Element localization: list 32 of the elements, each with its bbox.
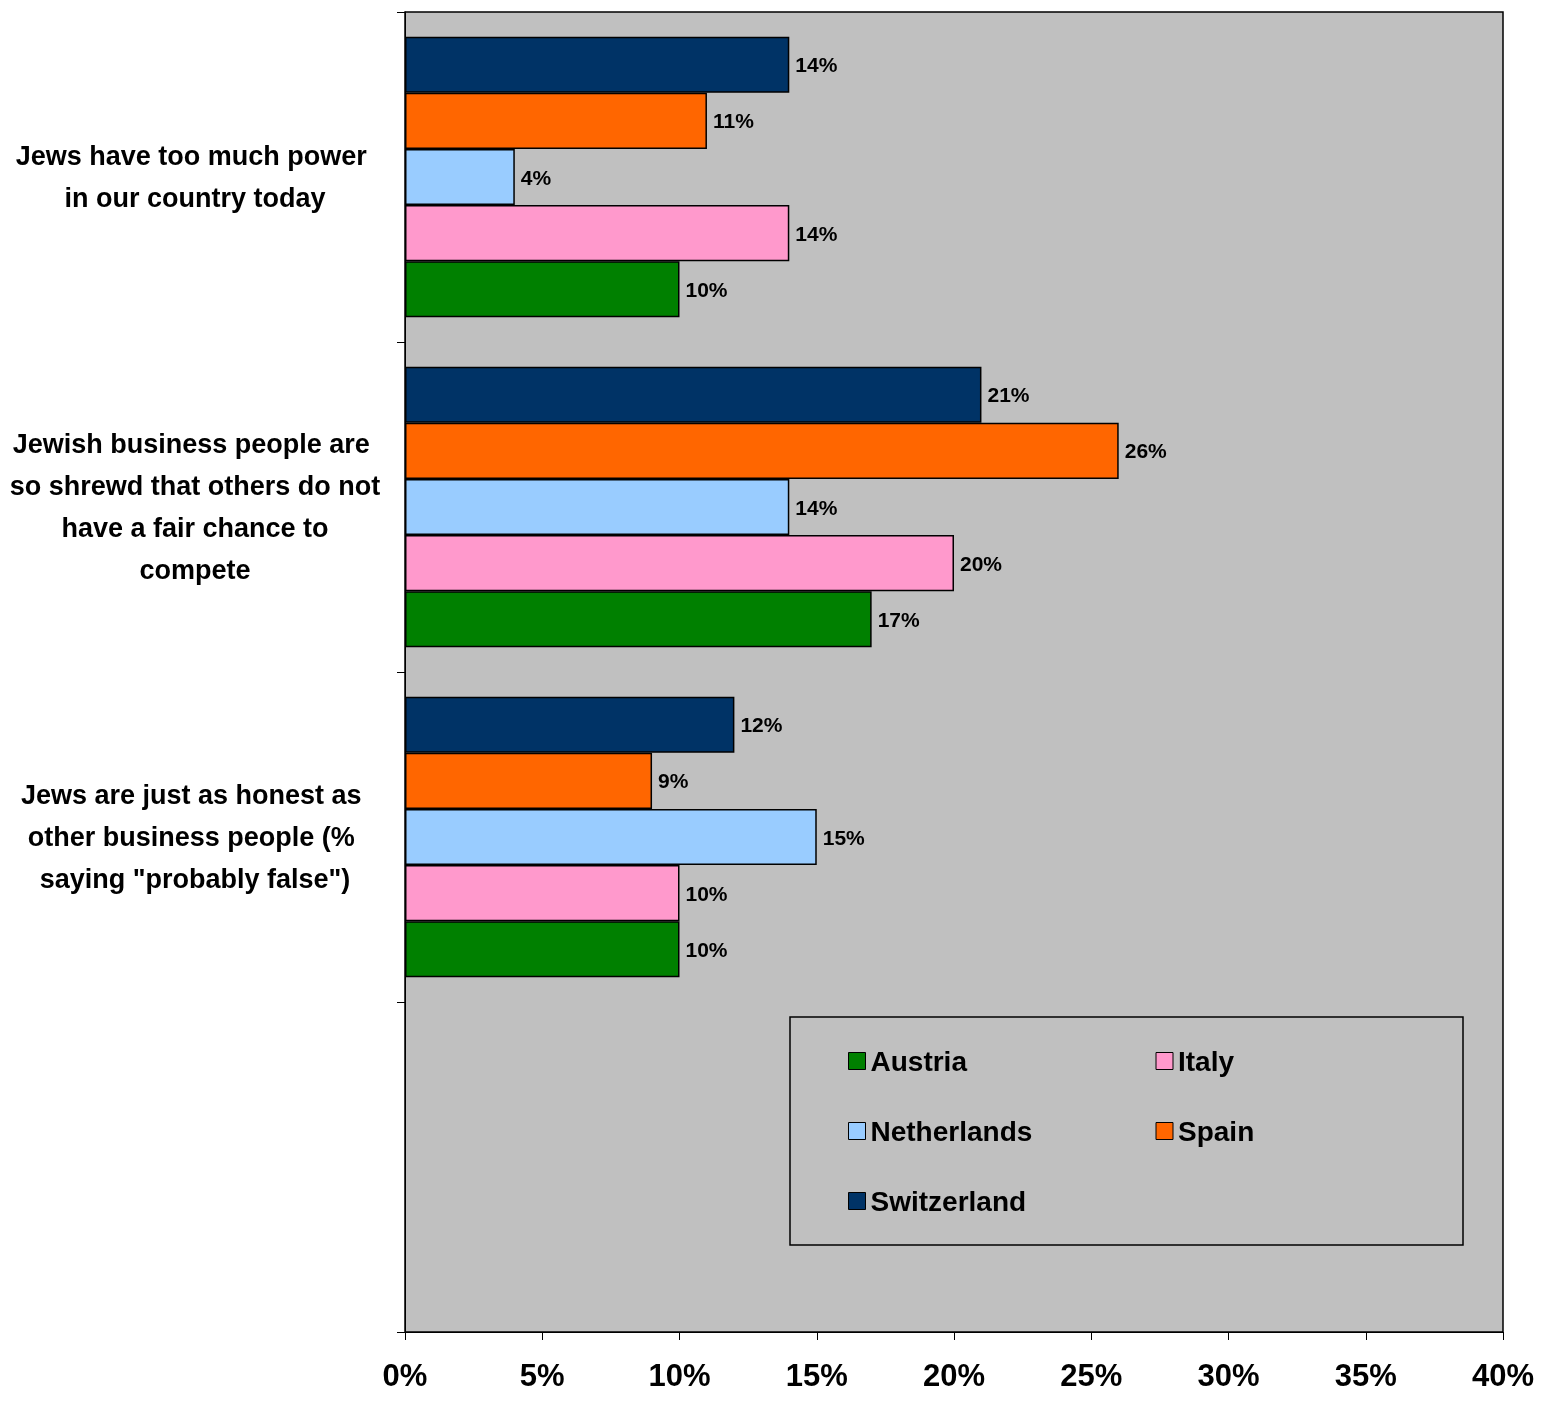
data-label: 14% — [795, 53, 838, 77]
data-label: 20% — [960, 551, 1003, 575]
legend-label: Spain — [1178, 1115, 1255, 1147]
data-label: 10% — [685, 277, 728, 301]
data-label: 10% — [685, 937, 728, 961]
data-label: 11% — [712, 109, 755, 133]
x-tick-label: 25% — [1060, 1358, 1123, 1393]
x-tick-label: 10% — [648, 1358, 711, 1393]
legend-label: Netherlands — [870, 1115, 1033, 1147]
y-tick-label: Jews have too much power in our country today — [15, 141, 375, 213]
legend-label: Switzerland — [870, 1185, 1027, 1217]
legend-label: Austria — [870, 1045, 968, 1077]
x-tick-label: 40% — [1471, 1358, 1535, 1393]
data-label: 26% — [1124, 439, 1168, 463]
x-tick-label: 20% — [922, 1358, 986, 1393]
x-tick-label: 5% — [519, 1358, 565, 1393]
data-label: 10% — [685, 881, 728, 905]
legend-label: Italy — [1178, 1045, 1235, 1077]
data-label: 4% — [520, 165, 552, 189]
data-label: 14% — [795, 495, 838, 519]
x-tick-label: 35% — [1334, 1358, 1397, 1393]
data-label: 17% — [877, 607, 921, 631]
x-tick-label: 15% — [785, 1358, 848, 1393]
data-label: 15% — [822, 825, 866, 849]
data-label: 21% — [987, 383, 1030, 407]
y-tick-label: Jews are just as honest as other business people (% saying "probably false") — [20, 780, 370, 894]
x-tick-label: 30% — [1197, 1358, 1260, 1393]
x-tick-label: 0% — [382, 1358, 428, 1393]
data-label: 14% — [795, 221, 838, 245]
data-label: 9% — [658, 769, 689, 793]
y-tick-label: Jewish business people are so shrewd that others do not have a fair chance to compete — [9, 429, 381, 585]
data-label: 12% — [740, 713, 783, 737]
